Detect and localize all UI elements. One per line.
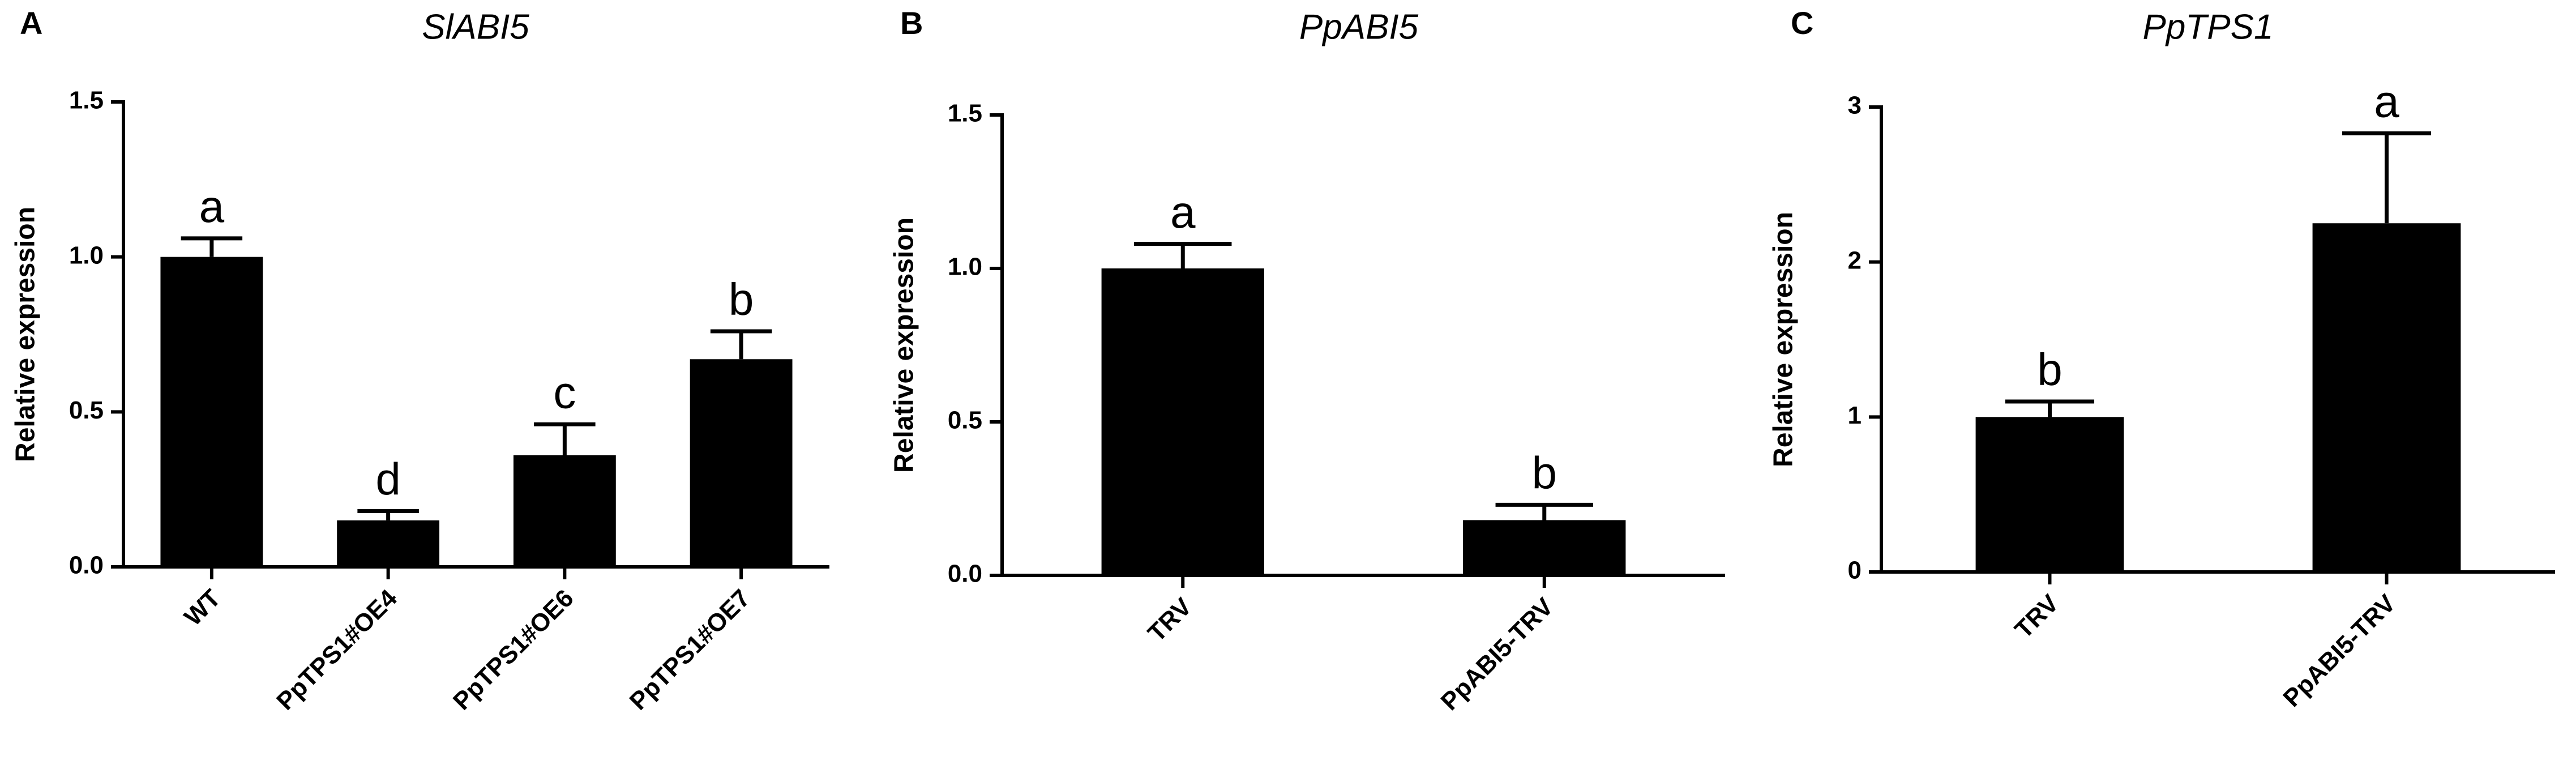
bar <box>513 455 616 567</box>
bar <box>1975 417 2124 572</box>
y-tick-label: 3 <box>1848 92 1862 119</box>
significance-letter: c <box>553 367 576 417</box>
error-bar <box>1495 502 1593 520</box>
significance-letter: b <box>1532 447 1557 498</box>
y-tick-label: 1.0 <box>69 241 104 269</box>
x-tick-label: PpTPS1#OE6 <box>448 584 579 716</box>
chart-title: PpTPS1 <box>2143 7 2274 46</box>
significance-letter: a <box>1170 187 1196 237</box>
x-tick-label: PpTPS1#OE7 <box>624 584 756 716</box>
error-bar <box>181 236 243 257</box>
significance-letter: d <box>375 454 401 505</box>
bar <box>160 257 263 567</box>
y-axis-label: Relative expression <box>1769 212 1799 467</box>
x-tick-label: WT <box>179 584 226 631</box>
bar <box>337 520 440 567</box>
significance-letter: a <box>199 181 225 232</box>
panel-label: A <box>20 5 42 41</box>
bar <box>2312 223 2461 572</box>
bar <box>1101 268 1264 575</box>
y-tick-label: 0.5 <box>69 396 104 424</box>
y-tick-label: 2 <box>1848 246 1862 274</box>
y-axis-label: Relative expression <box>11 207 41 462</box>
y-tick-label: 0.0 <box>948 560 982 588</box>
error-bar <box>2342 131 2432 224</box>
x-tick-label: TRV <box>2009 589 2064 644</box>
x-tick-label: TRV <box>1142 592 1197 647</box>
x-tick-label: PpABI5-TRV <box>2278 589 2401 712</box>
y-tick-label: 0 <box>1848 557 1862 584</box>
significance-letter: b <box>2037 344 2062 395</box>
panel-label: C <box>1791 5 1813 41</box>
y-axis-label: Relative expression <box>889 217 919 473</box>
y-tick-label: 1.5 <box>948 100 982 127</box>
bar <box>690 359 793 567</box>
error-bar <box>2005 399 2095 417</box>
significance-letter: a <box>2374 76 2399 127</box>
error-bar <box>710 329 772 360</box>
y-tick-label: 1.5 <box>69 87 104 114</box>
chart-title: PpABI5 <box>1299 7 1419 46</box>
y-tick-label: 1.0 <box>948 253 982 281</box>
panel-label: B <box>900 5 923 41</box>
bar <box>1463 520 1626 575</box>
significance-letter: b <box>729 274 754 324</box>
x-tick-label: PpABI5-TRV <box>1436 592 1559 716</box>
chart-title: SlABI5 <box>422 7 529 46</box>
error-bar <box>357 509 419 520</box>
y-tick-label: 0.0 <box>69 552 104 579</box>
error-bar <box>534 422 596 455</box>
y-tick-label: 1 <box>1848 402 1862 429</box>
x-tick-label: PpTPS1#OE4 <box>271 584 403 715</box>
y-tick-label: 0.5 <box>948 407 982 434</box>
error-bar <box>1134 242 1232 268</box>
